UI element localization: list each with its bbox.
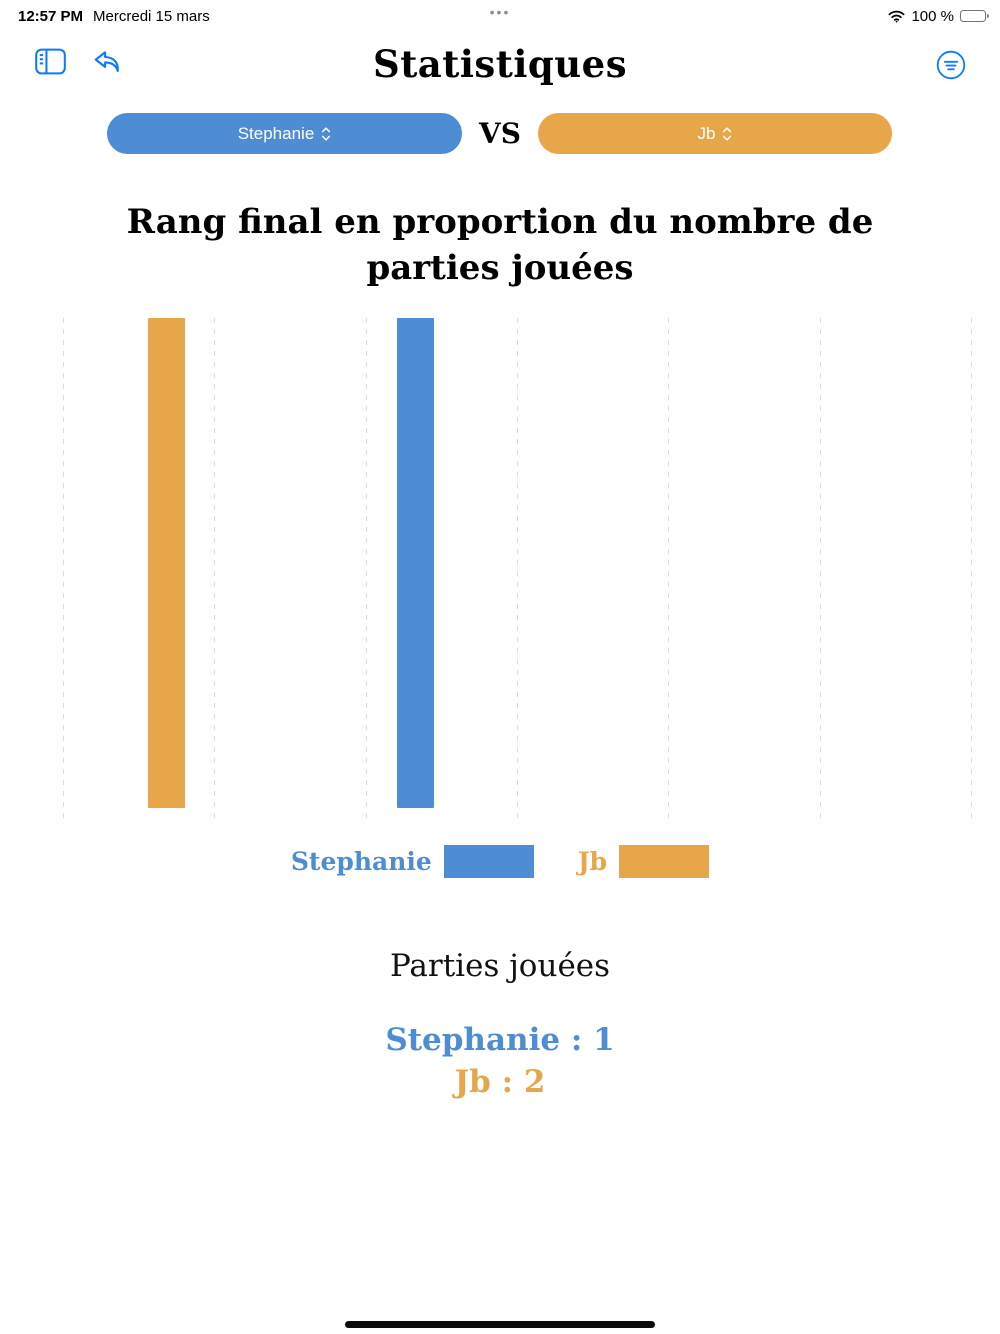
right-player-label: Jb bbox=[697, 123, 716, 143]
player-selector-row: Stephanie VS Jb bbox=[0, 113, 1000, 155]
chart-gridline bbox=[63, 318, 64, 823]
legend-label: Jb bbox=[577, 847, 608, 876]
legend-item-stephanie: Stephanie bbox=[291, 845, 534, 878]
chart-gridline bbox=[668, 318, 670, 823]
stat-line-stephanie: Stephanie : 1 bbox=[385, 1022, 615, 1058]
status-date: Mercredi 15 mars bbox=[93, 7, 210, 25]
status-time: 12:57 PM bbox=[18, 7, 84, 25]
sidebar-icon bbox=[35, 48, 66, 75]
chevron-up-down-icon bbox=[722, 126, 732, 142]
battery-icon bbox=[960, 9, 989, 23]
vs-label: VS bbox=[479, 117, 521, 150]
chart-gridline bbox=[365, 318, 367, 823]
sidebar-toggle-button[interactable] bbox=[35, 48, 66, 75]
bar-chart bbox=[63, 318, 972, 823]
undo-arrow-icon bbox=[92, 48, 122, 75]
right-player-dropdown[interactable]: Jb bbox=[538, 113, 892, 154]
legend-swatch bbox=[619, 845, 710, 878]
chart-bar-stephanie bbox=[397, 318, 434, 808]
chart-legend: Stephanie Jb bbox=[0, 845, 1000, 878]
home-indicator[interactable] bbox=[345, 1321, 655, 1328]
multitasking-indicator-icon: ••• bbox=[489, 4, 511, 20]
back-button[interactable] bbox=[92, 48, 122, 75]
chart-title: Rang final en proportion du nombre de pa… bbox=[126, 202, 874, 288]
left-player-label: Stephanie bbox=[237, 123, 315, 143]
chart-gridline bbox=[214, 318, 216, 823]
wifi-icon bbox=[888, 10, 905, 23]
status-bar: 12:57 PM Mercredi 15 mars ••• 100 % bbox=[0, 0, 1000, 26]
stats-heading: Parties jouées bbox=[389, 948, 611, 984]
chart-bars-area bbox=[63, 318, 972, 808]
battery-percentage: 100 % bbox=[911, 7, 954, 25]
legend-item-jb: Jb bbox=[577, 845, 710, 878]
page-title: Statistiques bbox=[372, 42, 628, 86]
chart-gridline bbox=[517, 318, 518, 823]
legend-swatch bbox=[443, 845, 534, 878]
filter-icon bbox=[936, 50, 966, 80]
stat-line-jb: Jb : 2 bbox=[454, 1064, 546, 1100]
navigation-bar: Statistiques bbox=[0, 42, 1000, 92]
chart-bar-jb bbox=[148, 318, 185, 808]
filter-button[interactable] bbox=[936, 50, 966, 80]
legend-label: Stephanie bbox=[290, 847, 432, 876]
chart-gridline bbox=[819, 318, 821, 823]
chevron-up-down-icon bbox=[321, 126, 331, 142]
left-player-dropdown[interactable]: Stephanie bbox=[107, 113, 462, 154]
chart-gridline bbox=[971, 318, 972, 823]
